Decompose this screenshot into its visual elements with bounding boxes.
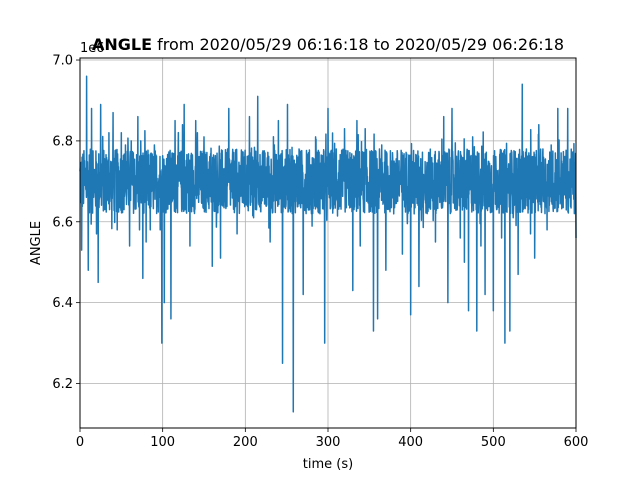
x-axis: 0 100 200 300 400 500 600 — [76, 428, 589, 450]
x-tick-label: 400 — [398, 435, 423, 450]
x-tick-label: 500 — [481, 435, 506, 450]
y-tick-label: 6.2 — [52, 377, 73, 392]
x-tick-label: 200 — [233, 435, 258, 450]
y-tick-label: 7.0 — [52, 54, 73, 69]
x-tick-label: 300 — [316, 435, 341, 450]
chart-title-rest: from 2020/05/29 06:16:18 to 2020/05/29 0… — [152, 35, 564, 54]
y-axis-label: ANGLE — [29, 221, 44, 265]
chart-title: ANGLE from 2020/05/29 06:16:18 to 2020/0… — [92, 35, 564, 54]
y-axis: 6.2 6.4 6.6 6.8 7.0 — [52, 54, 80, 392]
x-tick-label: 600 — [564, 435, 589, 450]
y-tick-label: 6.8 — [52, 134, 73, 149]
angle-line — [79, 75, 577, 413]
y-tick-label: 6.4 — [52, 296, 73, 311]
x-tick-label: 100 — [150, 435, 175, 450]
x-tick-label: 0 — [76, 435, 84, 450]
y-tick-label: 6.6 — [52, 215, 73, 230]
series-angle — [79, 75, 577, 413]
chart-title-bold: ANGLE — [92, 35, 152, 54]
axis-offset-text: 1e6 — [80, 41, 105, 56]
x-axis-label: time (s) — [303, 457, 353, 472]
